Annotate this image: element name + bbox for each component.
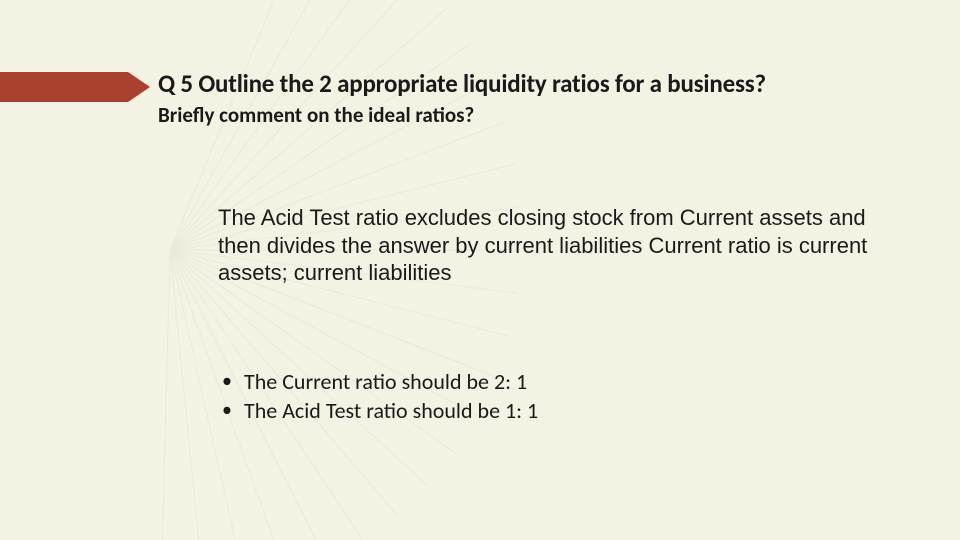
list-item: The Acid Test ratio should be 1: 1 (218, 397, 878, 426)
accent-bar (0, 72, 128, 102)
slide-subtitle: Briefly comment on the ideal ratios? (158, 102, 474, 128)
accent-arrow-icon (128, 72, 150, 102)
slide-title: Q 5 Outline the 2 appropriate liquidity … (158, 68, 766, 99)
bullet-list: The Current ratio should be 2: 1 The Aci… (218, 368, 878, 425)
body-paragraph: The Acid Test ratio excludes closing sto… (218, 204, 878, 287)
list-item: The Current ratio should be 2: 1 (218, 368, 878, 397)
